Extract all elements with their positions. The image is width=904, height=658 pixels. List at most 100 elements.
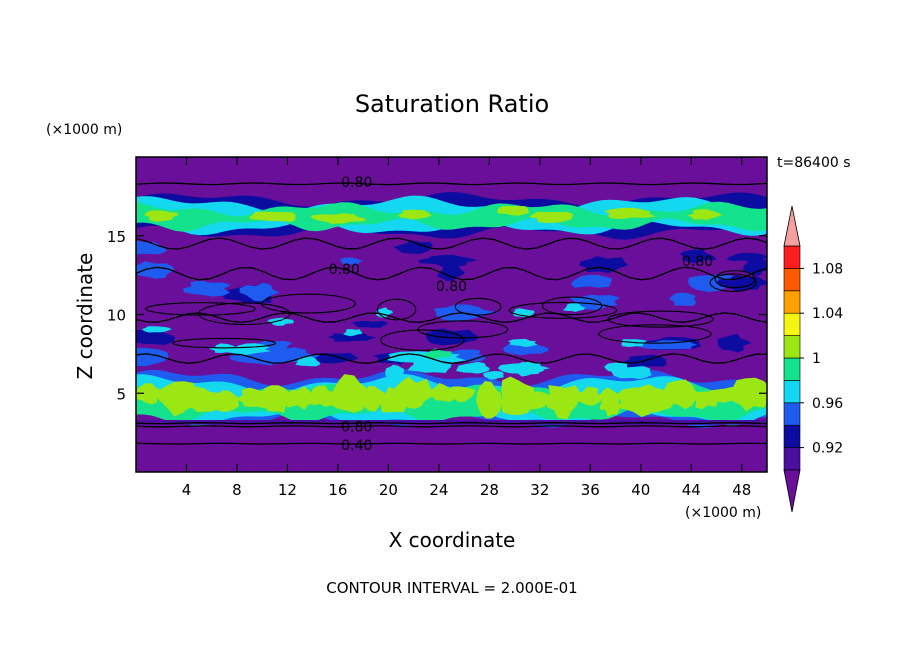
contour-interval-footer: CONTOUR INTERVAL = 2.000E-01	[326, 579, 577, 597]
x-axis-title: X coordinate	[389, 528, 516, 552]
lower-layer-supersat-patch	[360, 385, 387, 412]
mid-level-patch	[717, 333, 752, 353]
colorbar: 0.92 0.96 1 1.04 1.08	[783, 205, 843, 513]
y-tick-label: 10	[107, 307, 126, 325]
mid-level-patch	[437, 264, 465, 282]
upper-layer-supersat-patch	[497, 206, 530, 216]
colorbar-level	[783, 290, 801, 314]
colorbar-tick-label: 0.92	[812, 441, 843, 457]
colorbar-level	[783, 402, 801, 426]
contour-loop	[507, 301, 618, 319]
x-tick-label: 4	[182, 481, 192, 499]
upper-layer-supersat-patch	[604, 207, 656, 219]
mid-level-patch	[636, 340, 698, 350]
chart-title: Saturation Ratio	[355, 90, 549, 118]
colorbar-above-triangle	[783, 205, 801, 247]
x-tick-label: 12	[278, 481, 297, 499]
mid-level-cyan-patch	[508, 338, 538, 348]
y-unit-label: (×1000 m)	[46, 122, 122, 138]
contour-loop	[454, 297, 502, 316]
colorbar-level	[783, 424, 801, 448]
mid-level-cyan-patch	[295, 356, 321, 367]
contour-loop	[379, 329, 465, 351]
contour-loop	[376, 298, 417, 321]
upper-layer-green	[136, 201, 767, 232]
contour-0.80-mid-c	[136, 312, 767, 324]
contour-loop	[171, 337, 277, 349]
mid-level-patch	[340, 257, 363, 266]
colorbar-tick-label: 1	[812, 351, 821, 367]
contour-loop	[197, 302, 291, 326]
contour-0.80-mid-a	[136, 237, 767, 250]
mid-level-patch	[314, 352, 359, 364]
mid-level-cyan-patch	[342, 329, 362, 337]
contour-label: 0.80	[329, 262, 360, 278]
contour-0.80-mid-b	[136, 266, 767, 281]
colorbar-tick-label: 1.08	[812, 261, 843, 277]
y-axis-title: Z coordinate	[73, 253, 97, 380]
lower-layer-supersat-patch	[663, 379, 700, 410]
x-tick-label: 36	[581, 481, 600, 499]
lower-layer-supersat-patch	[328, 374, 372, 413]
contour-loop	[541, 296, 603, 316]
colorbar-level	[783, 312, 801, 336]
mid-level-patch	[326, 332, 377, 342]
colorbar-level	[783, 447, 801, 471]
mid-level-patch	[418, 255, 478, 267]
colorbar-below-triangle	[783, 469, 801, 513]
colorbar-tick-label: 0.96	[812, 396, 843, 412]
mid-level-cyan-patch	[267, 317, 294, 326]
mid-level-patch	[668, 292, 697, 306]
lower-layer-supersat-patch	[280, 386, 320, 410]
lower-layer-supersat-patch	[260, 385, 291, 413]
x-tick-label: 32	[530, 481, 549, 499]
contour-labels: 0.80 0.80 0.80 0.80 0.80 0.40	[329, 175, 714, 454]
lower-layer-supersat-patch	[599, 387, 620, 417]
upper-layer-supersat-patch	[144, 210, 178, 222]
colorbar-level	[783, 335, 801, 359]
colorbar-level	[783, 380, 801, 404]
lower-layer-supersat-patch	[180, 386, 222, 412]
contour-0.80-mid-d	[136, 353, 767, 364]
lower-layer-cyan-patch	[604, 362, 626, 373]
lower-layer-cyan-patch	[483, 371, 504, 380]
mid-level-patch	[239, 282, 280, 302]
upper-layer-supersat-patch	[310, 213, 366, 224]
mid-level-patch	[136, 329, 176, 345]
contour-0.40	[136, 442, 767, 445]
contour-loop	[714, 270, 756, 289]
contour-0.80-lower	[136, 422, 767, 425]
x-tick-label: 28	[480, 481, 499, 499]
mid-level-patch	[351, 320, 388, 328]
lower-layer-supersat-patch	[694, 391, 718, 410]
contour-lines	[136, 182, 767, 445]
lower-layer-supersat-patch	[445, 386, 476, 403]
x-tick-label: 24	[429, 481, 448, 499]
y-axis-ticks: 5 10 15	[107, 228, 767, 403]
mid-level-blue-band	[229, 351, 295, 366]
mid-level-patch	[571, 274, 612, 288]
contour-label: 0.80	[341, 419, 372, 435]
time-label: t=86400 s	[777, 155, 851, 171]
lower-layer-supersat-patch	[732, 377, 767, 412]
colorbar-tick-label: 1.04	[812, 306, 843, 322]
mid-level-patch	[136, 240, 167, 255]
upper-layer-supersat-patch	[397, 209, 432, 220]
contour-loop	[709, 273, 757, 293]
colorbar-level	[783, 357, 801, 381]
lower-layer-cyan-patch	[385, 364, 405, 381]
x-tick-label: 48	[732, 481, 751, 499]
mid-level-cyan-patch	[562, 302, 586, 312]
mid-level-patch	[136, 261, 175, 279]
x-tick-label: 44	[682, 481, 701, 499]
lower-layer-supersat-patch	[546, 385, 581, 420]
lower-layer-cyan-patch	[456, 361, 490, 374]
y-tick-label: 15	[107, 228, 126, 246]
contour-label: 0.80	[682, 254, 713, 270]
contour-label: 0.80	[436, 279, 467, 295]
mid-level-patch	[136, 347, 169, 367]
colorbar-level	[783, 245, 801, 269]
contour-0.80-lower-b	[136, 425, 767, 428]
mid-level-patch	[425, 328, 479, 346]
lower-layer-supersat-patch	[211, 390, 240, 412]
